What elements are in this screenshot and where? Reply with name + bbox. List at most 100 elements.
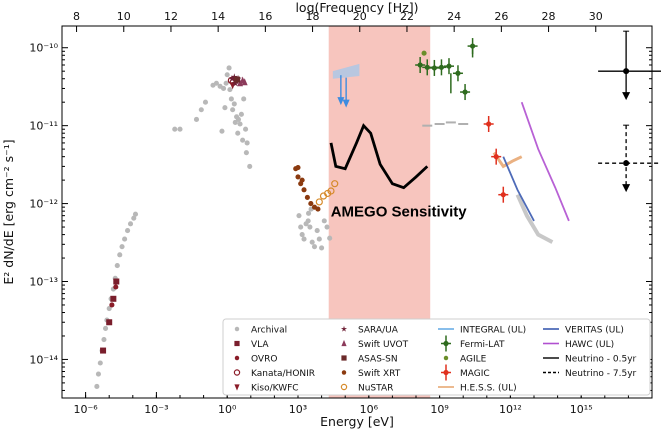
- archival-point: [301, 236, 307, 242]
- archival-point: [131, 215, 137, 221]
- top-tick-label: 18: [306, 10, 320, 23]
- x-tick-label: 10⁰: [218, 403, 237, 416]
- archival-point: [243, 150, 249, 156]
- swift-xrt-point: [295, 164, 301, 171]
- fermi-lat-point: [436, 59, 447, 76]
- legend-label: HAWC (UL): [565, 340, 614, 350]
- archival-point: [177, 126, 183, 132]
- archival-point: [193, 116, 200, 123]
- archival-point: [237, 121, 243, 127]
- fermi-lat-point: [460, 84, 471, 101]
- swift-xrt-point: [301, 187, 307, 193]
- legend-box: [222, 318, 651, 396]
- legend-marker: [233, 369, 241, 376]
- legend-label: MAGIC: [460, 369, 490, 379]
- integral-ul-arrowhead: [337, 97, 345, 106]
- hawc-ul-curve: [520, 101, 570, 222]
- legend-label: Neutrino - 7.5yr: [565, 369, 637, 379]
- legend-marker: [234, 340, 240, 347]
- archival-point: [202, 99, 209, 105]
- veritas-ul-curve: [502, 156, 535, 222]
- agile-point: [421, 50, 427, 56]
- ovro-point: [109, 302, 115, 308]
- legend-marker: [341, 370, 347, 375]
- legend-label: Kanata/HONIR: [251, 369, 315, 379]
- legend-label: Swift XRT: [358, 369, 401, 379]
- archival-point: [172, 126, 178, 132]
- archival-point: [132, 211, 139, 217]
- amego-sensitivity-label: AMEGO Sensitivity: [331, 204, 468, 221]
- legend-marker: [234, 326, 240, 332]
- neutrino-0-5yr-arrowhead: [622, 92, 631, 101]
- archival-point: [213, 80, 219, 86]
- archival-point: [198, 107, 204, 113]
- archival-point: [327, 235, 333, 241]
- legend-marker: [234, 355, 240, 361]
- archival-point: [241, 96, 247, 102]
- archival-point: [311, 244, 318, 250]
- magic-point: [483, 116, 494, 133]
- archival-point: [235, 130, 241, 136]
- vla-point: [113, 278, 120, 285]
- archival-point: [305, 218, 311, 224]
- top-tick-label: 28: [542, 10, 556, 23]
- ovro-point: [113, 284, 119, 290]
- archival-point: [227, 87, 233, 93]
- legend-label: H.E.S.S. (UL): [460, 384, 517, 394]
- archival-point: [247, 163, 253, 169]
- swift-xrt-point: [295, 174, 301, 180]
- x-axis-title: Energy [eV]: [320, 414, 394, 429]
- h-e-s-s-ul-curve: [492, 151, 523, 169]
- vla-point: [110, 295, 117, 302]
- archival-point: [306, 210, 312, 216]
- archival-point: [117, 252, 123, 258]
- archival-point: [307, 224, 313, 230]
- integral-ul-band: [332, 63, 360, 79]
- top-tick-label: 26: [494, 10, 508, 23]
- integral-ul-arrowhead: [342, 99, 350, 108]
- vla-point: [106, 319, 113, 326]
- archival-point: [122, 236, 128, 242]
- archival-point: [94, 383, 100, 390]
- archival-point: [321, 218, 327, 224]
- x-tick-label: 10⁹: [430, 403, 448, 416]
- top-tick-label: 8: [73, 10, 80, 23]
- legend-marker: [443, 355, 449, 361]
- neutrino-7-5yr-point: [623, 160, 630, 167]
- archival-point: [319, 245, 325, 251]
- archival-point: [224, 72, 230, 78]
- fermi-lat-point: [443, 58, 454, 75]
- nustar-point: [331, 180, 339, 188]
- nustar-point: [327, 187, 335, 195]
- archival-point: [314, 228, 320, 234]
- archival-point: [125, 228, 131, 234]
- archival-point: [238, 111, 244, 117]
- archival-point: [106, 305, 112, 312]
- y-axis-title: E² dN/dE [erg cm⁻² s⁻¹]: [1, 139, 16, 284]
- legend-label: Neutrino - 0.5yr: [565, 355, 637, 365]
- archival-point: [240, 137, 246, 143]
- archival-point: [230, 107, 236, 113]
- fermi-lat-point: [415, 57, 426, 74]
- archival-point: [324, 224, 330, 230]
- neutrino-7-5yr-arrowhead: [622, 184, 631, 193]
- legend-label: VERITAS (UL): [565, 326, 624, 336]
- legend-label: OVRO: [251, 355, 277, 365]
- swift-xrt-point: [308, 201, 314, 207]
- swift-uvot-point: [241, 78, 248, 86]
- sara-ua-point: [231, 79, 239, 87]
- top-tick-label: 14: [211, 10, 225, 23]
- archival-point: [231, 101, 237, 107]
- x-tick-label: 10¹²: [499, 403, 522, 416]
- archival-point: [232, 119, 238, 125]
- x-tick-label: 10³: [289, 403, 307, 416]
- swift-xrt-point: [315, 206, 321, 212]
- archival-point: [219, 128, 225, 134]
- top-tick-label: 20: [353, 10, 367, 23]
- x-tick-label: 10⁻⁶: [73, 403, 98, 416]
- y-tick-label: 10⁻¹⁰: [29, 42, 58, 55]
- legend-label: INTEGRAL (UL): [460, 326, 526, 336]
- y-tick-label: 10⁻¹¹: [29, 120, 58, 133]
- x-tick-label: 10⁻³: [144, 403, 168, 416]
- top-axis-title: log(Frequency [Hz]): [295, 0, 418, 15]
